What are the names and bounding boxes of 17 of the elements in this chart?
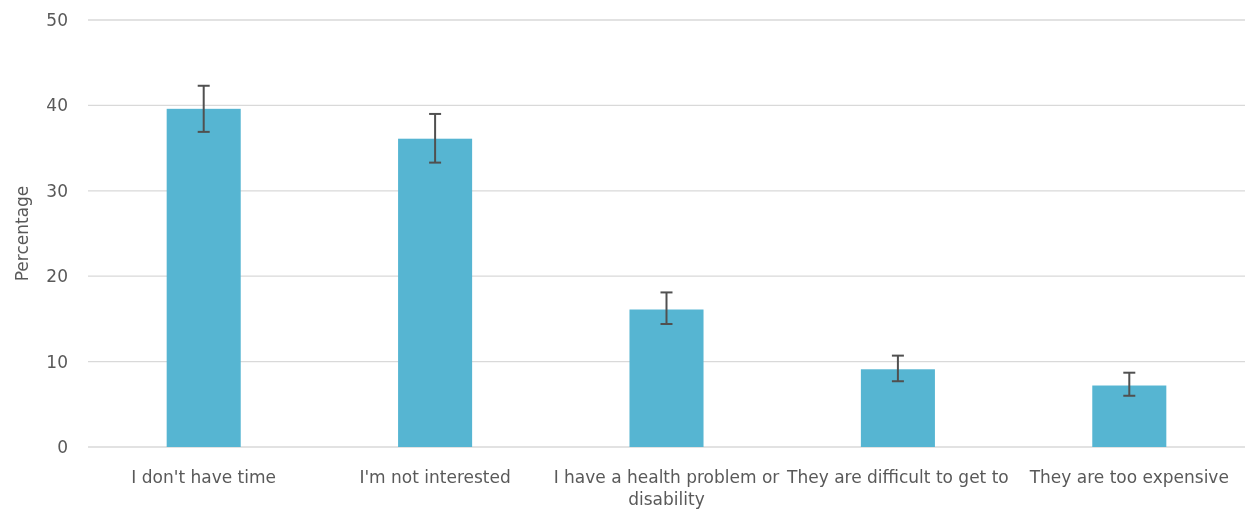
y-tick-label: 0 [57,436,68,457]
bar [398,138,473,447]
bar [1092,385,1167,447]
y-axis-title: Percentage [12,185,32,282]
y-tick-label: 50 [46,9,68,30]
x-tick-label: I have a health problem or disability [553,467,780,509]
x-tick-label: I'm not interested [359,467,511,487]
bar [166,108,241,447]
bar [860,369,935,447]
x-tick-label: I don't have time [131,467,277,487]
x-tick-label: They are too expensive [1028,467,1229,487]
x-tick-label: They are difficult to get to [786,467,1009,487]
y-tick-label: 30 [46,180,68,201]
y-tick-label: 20 [46,266,68,287]
y-tick-label: 10 [46,351,68,372]
y-tick-label: 40 [46,95,68,116]
bar [629,309,704,447]
